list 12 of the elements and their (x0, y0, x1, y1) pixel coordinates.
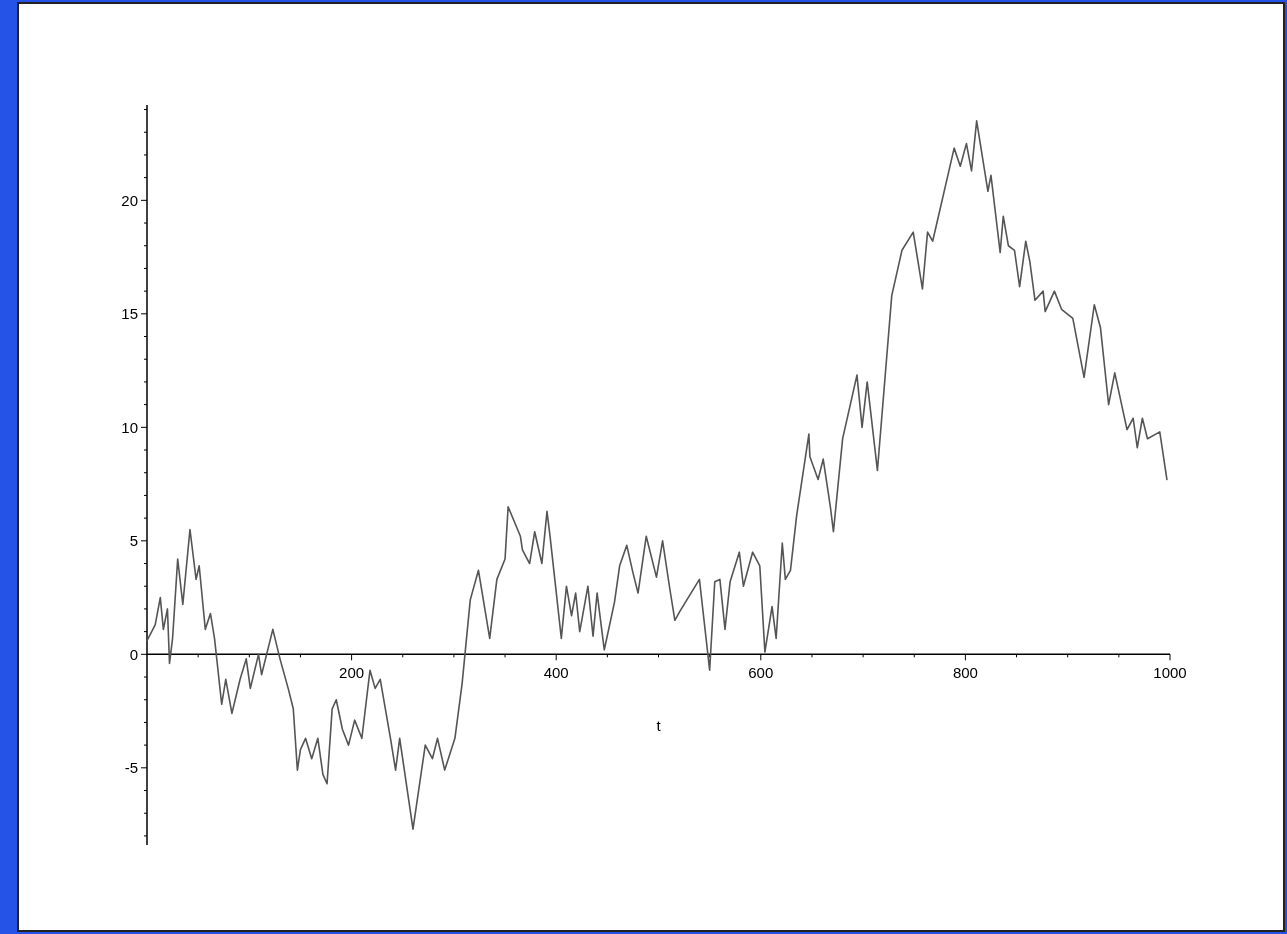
y-tick-label: 10 (121, 418, 138, 436)
y-tick-label: 15 (121, 305, 138, 323)
x-tick-label: 1000 (1153, 664, 1187, 682)
x-axis-title: t (656, 717, 662, 735)
y-tick-label: -5 (124, 759, 138, 777)
x-tick-label: 400 (543, 664, 569, 682)
x-tick-label: 200 (339, 664, 365, 682)
y-tick-label: 5 (129, 532, 138, 550)
x-tick-label: 800 (952, 664, 978, 682)
y-tick-label: 0 (129, 645, 138, 663)
x-tick-label: 600 (748, 664, 774, 682)
y-tick-label: 20 (121, 191, 138, 209)
